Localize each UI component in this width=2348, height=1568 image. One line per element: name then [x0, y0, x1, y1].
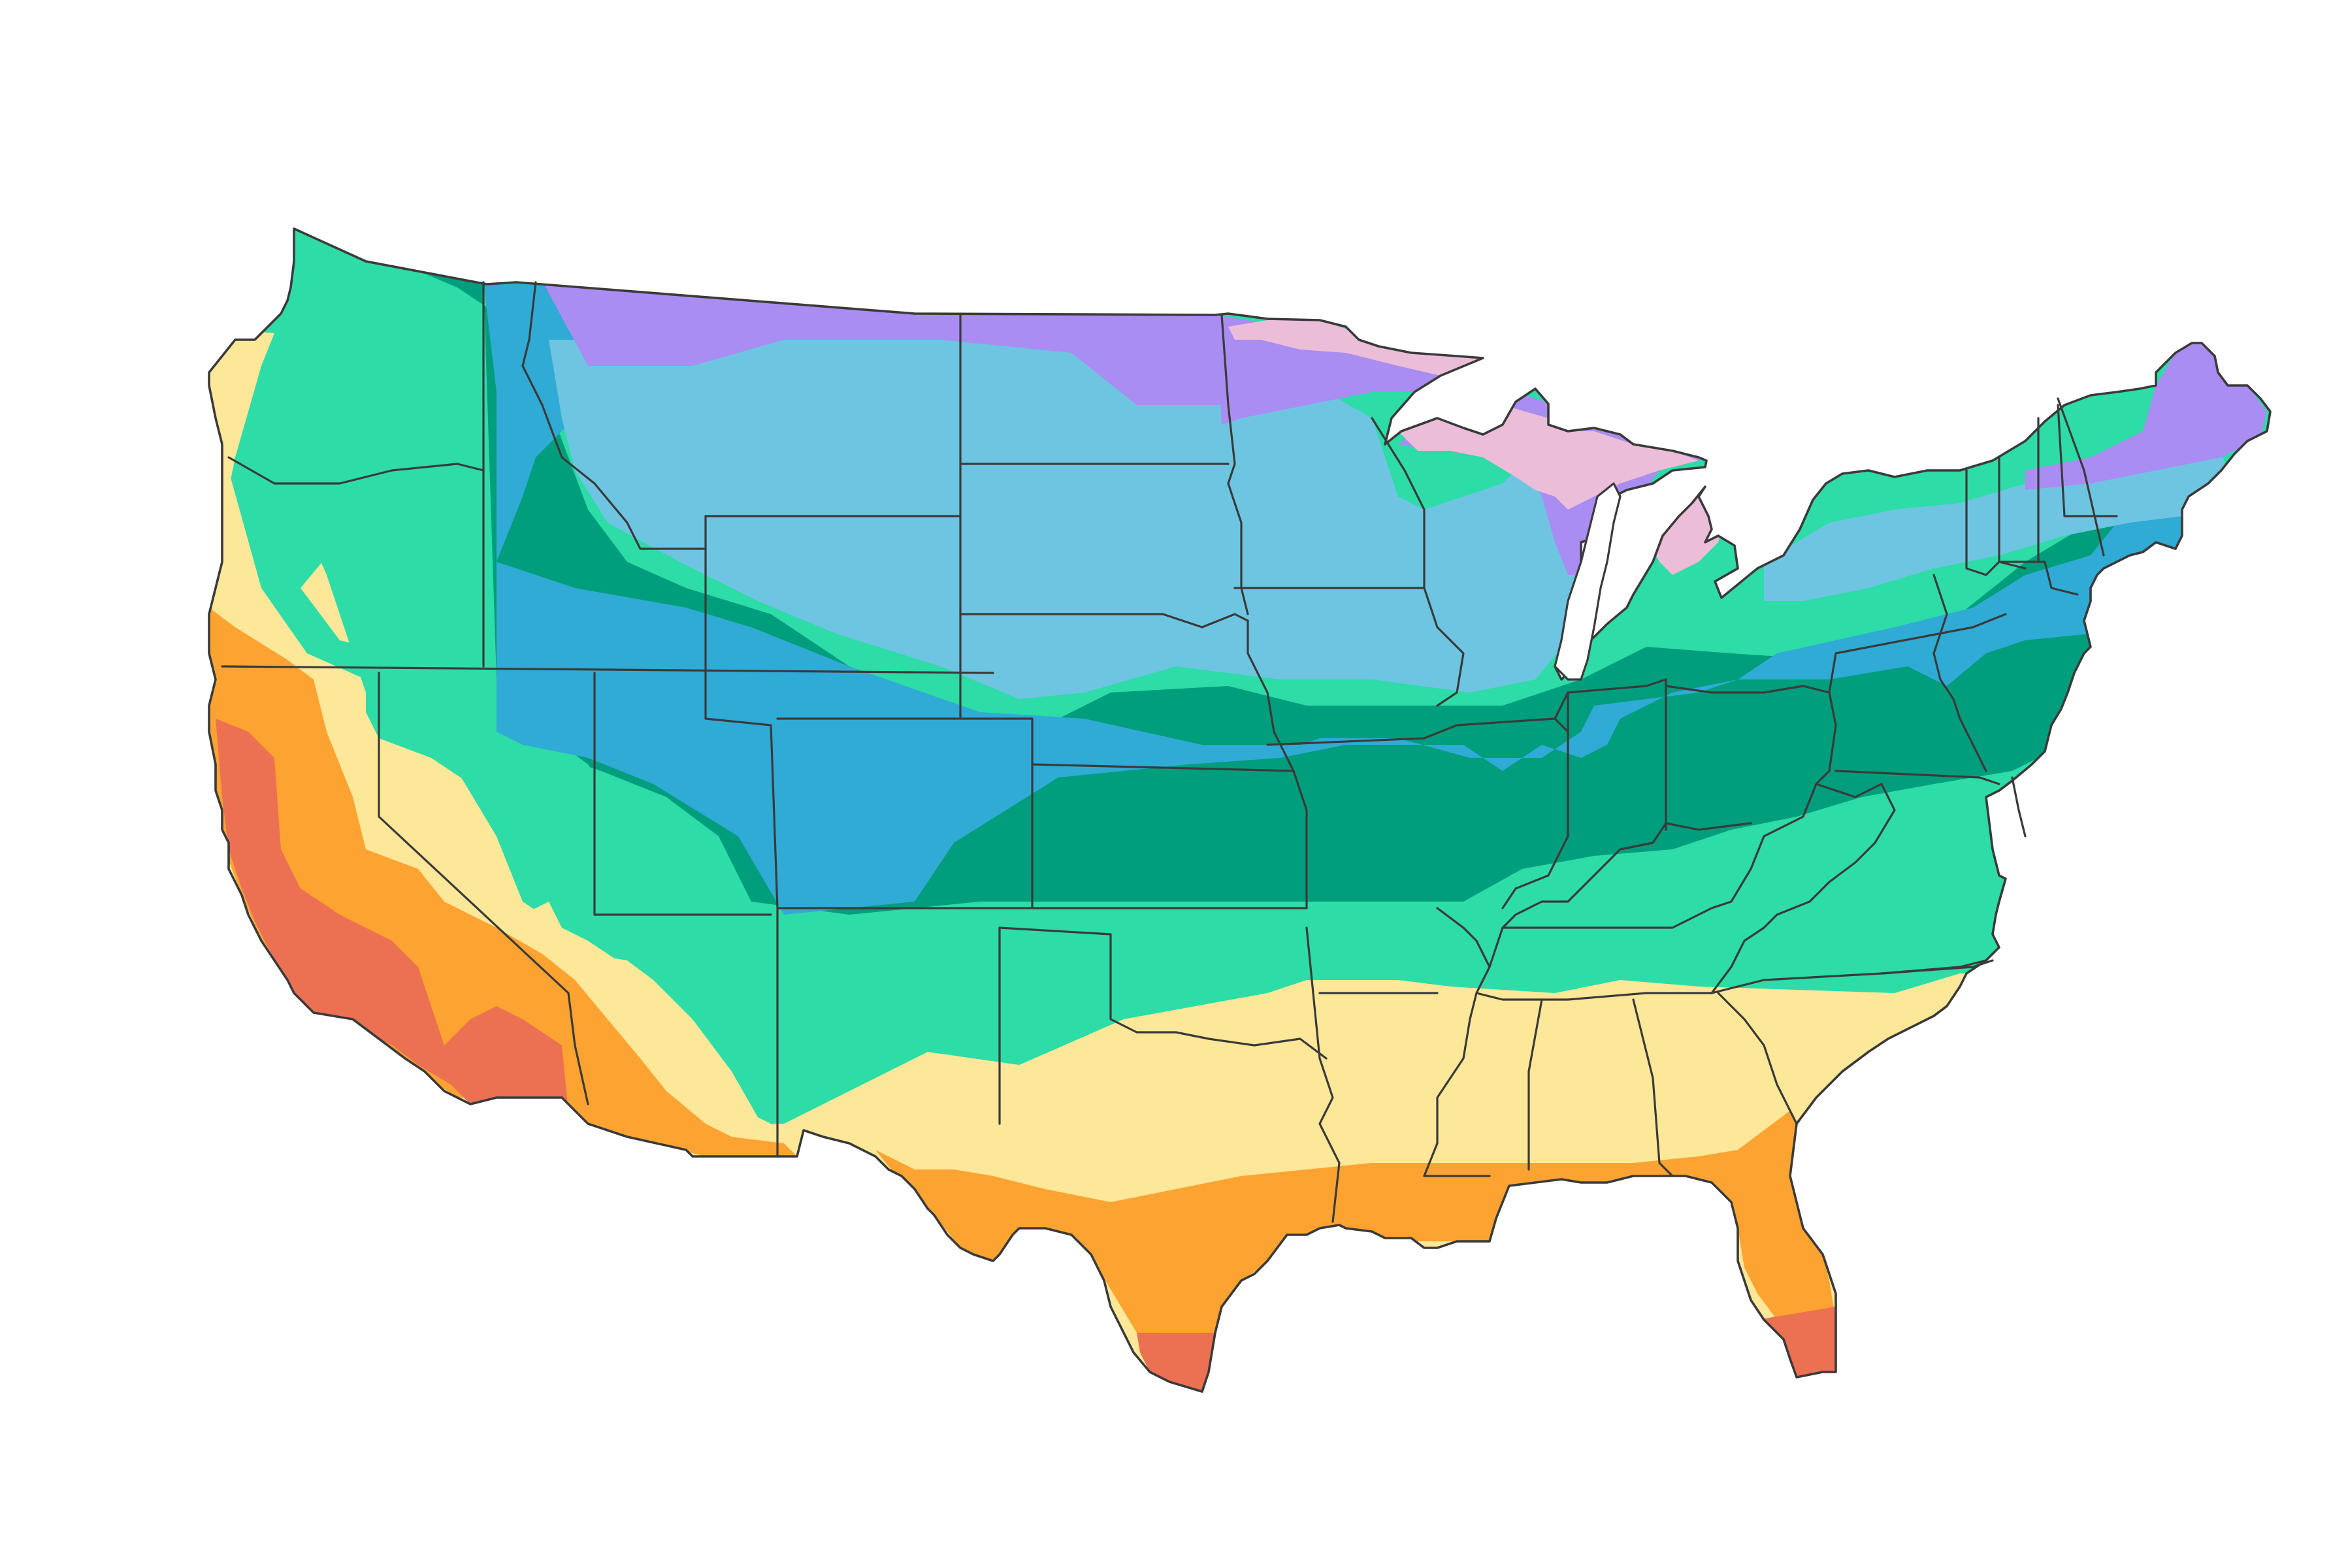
lake-michigan [1554, 482, 1622, 681]
state-borders [208, 227, 2272, 1393]
zone-purple-northeast [2025, 340, 2267, 490]
zone-orange-gulf [875, 1111, 1836, 1333]
zone-red-texas [1137, 1333, 1215, 1392]
zone-green-nevada [366, 679, 686, 908]
zone-pink [1228, 320, 1483, 376]
zone-yellow-southwest [562, 934, 784, 1150]
zone-blue [483, 282, 2247, 915]
zone-purple [542, 281, 1228, 405]
zone-light-blue [549, 314, 1588, 699]
zone-red [216, 719, 568, 1111]
zone-yellow-oregon-coast [209, 327, 274, 627]
zone-green-ne-band [1980, 758, 2270, 967]
zone-green-pnw [216, 314, 457, 679]
zone-red-florida [1757, 1307, 1836, 1377]
